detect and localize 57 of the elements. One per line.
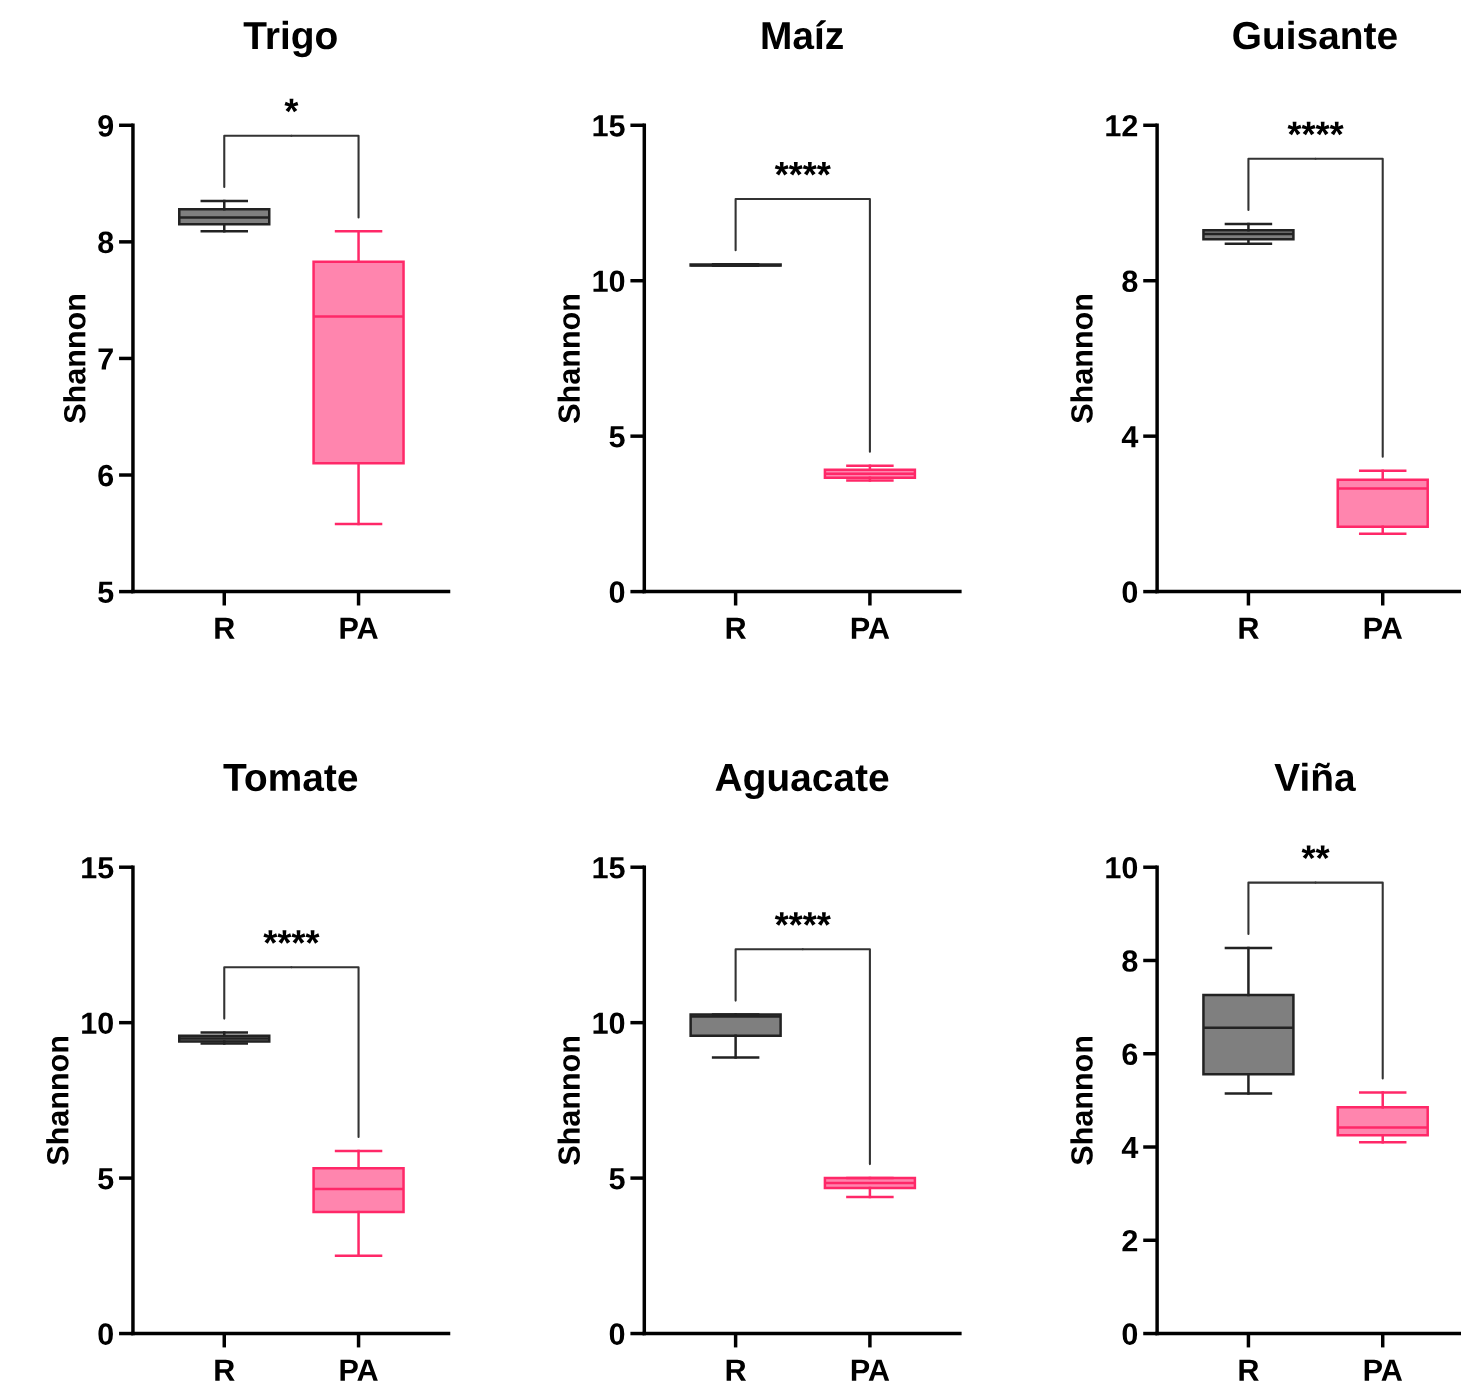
chart-title: Guisante (1233, 20, 1397, 50)
y-tick-label: 5 (98, 581, 114, 603)
y-tick-label: 4 (1121, 1137, 1139, 1159)
y-tick-label: 0 (1122, 581, 1138, 603)
y-tick-label: 0 (609, 1323, 625, 1345)
y-tick-label: 6 (98, 464, 114, 487)
x-tick-label: R (1239, 617, 1259, 639)
y-tick-label: 5 (98, 1168, 114, 1190)
chart-title: Tomate (223, 764, 358, 792)
y-tick-label: 5 (609, 1168, 625, 1190)
y-tick-label: 9 (98, 115, 114, 137)
y-tick-label: 15 (82, 857, 114, 879)
y-tick-label: 10 (593, 270, 625, 293)
x-tick-label: PA (851, 1359, 890, 1381)
y-tick-label: 5 (609, 426, 625, 448)
y-axis-title: Shannon (1070, 1036, 1093, 1165)
chart-title: Trigo (243, 20, 337, 58)
y-axis-title: Shannon (557, 294, 580, 423)
y-tick-label: 10 (1106, 856, 1138, 879)
y-tick-label: 0 (609, 581, 625, 603)
y-tick-label: 10 (593, 1012, 625, 1035)
x-tick-label: PA (340, 617, 378, 639)
text: ** (1301, 845, 1330, 860)
annotation: **** (263, 930, 320, 944)
annotation: **** (774, 912, 831, 926)
x-tick-label: R (215, 1359, 235, 1381)
x-tick-label: R (726, 617, 747, 639)
y-tick-label: 8 (1122, 270, 1138, 293)
x-tick-label: R (1239, 1359, 1259, 1381)
y-axis-title: Shannon (63, 294, 86, 423)
y-axis-title: Shannon (557, 1036, 580, 1165)
chart-title: Maíz (762, 20, 843, 50)
y-tick-label: 7 (98, 348, 113, 370)
y-axis-title: Shannon (1070, 294, 1093, 423)
y-tick-label: 8 (1122, 950, 1138, 972)
annotation: **** (774, 161, 831, 176)
y-tick-label: 12 (1106, 115, 1138, 137)
y-tick-label: 0 (1122, 1323, 1138, 1345)
x-tick-label: R (726, 1359, 747, 1381)
annotation: **** (1287, 121, 1344, 136)
x-tick-label: R (215, 617, 235, 639)
y-tick-label: 15 (593, 857, 625, 879)
x-tick-label: PA (851, 617, 890, 639)
y-tick-label: 10 (82, 1012, 113, 1035)
y-tick-label: 6 (1122, 1043, 1138, 1066)
y-tick-label: 2 (1122, 1230, 1138, 1252)
y-tick-label: 4 (1121, 426, 1139, 448)
y-axis-title: Shannon (46, 1036, 69, 1165)
chart-title: Viña (1274, 762, 1356, 792)
x-tick-label: PA (1364, 1359, 1402, 1381)
x-tick-label: PA (1364, 617, 1402, 639)
x-tick-label: PA (340, 1359, 378, 1381)
text: * (284, 98, 299, 113)
y-tick-label: 15 (593, 115, 625, 137)
chart-title: Aguacate (715, 764, 889, 800)
y-tick-label: 0 (98, 1323, 113, 1345)
y-tick-label: 8 (98, 231, 114, 254)
